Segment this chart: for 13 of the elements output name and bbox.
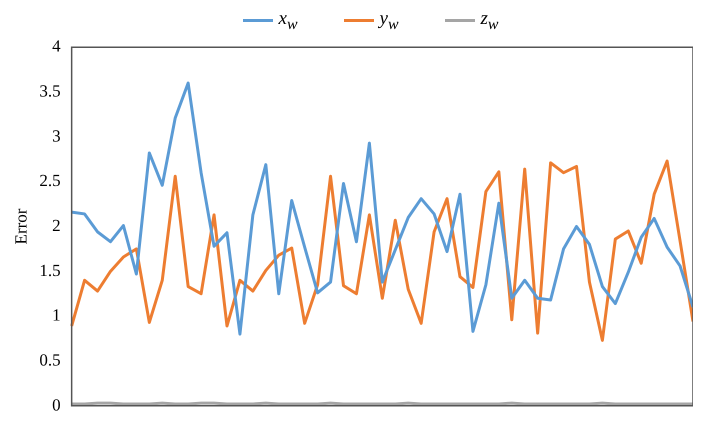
y-tick-label: 1	[52, 306, 61, 325]
y-tick-label: 2	[52, 216, 61, 235]
y-tick-label: 4	[52, 36, 62, 56]
legend-label: z$_{w}$	[480, 8, 498, 34]
y-tick-label: 0	[52, 395, 61, 414]
legend-label: x$_{w}$	[278, 8, 298, 34]
y-tick-label: 2.5	[39, 171, 61, 190]
y-tick-label: 0.5	[39, 350, 61, 370]
y-tick-label: 1.5	[39, 260, 61, 280]
y-axis-title: Error	[12, 208, 31, 244]
legend-label: y$_{w}$	[380, 8, 399, 34]
y-tick-label: 3	[52, 126, 61, 146]
y-tick-label: 3.5	[39, 81, 61, 100]
